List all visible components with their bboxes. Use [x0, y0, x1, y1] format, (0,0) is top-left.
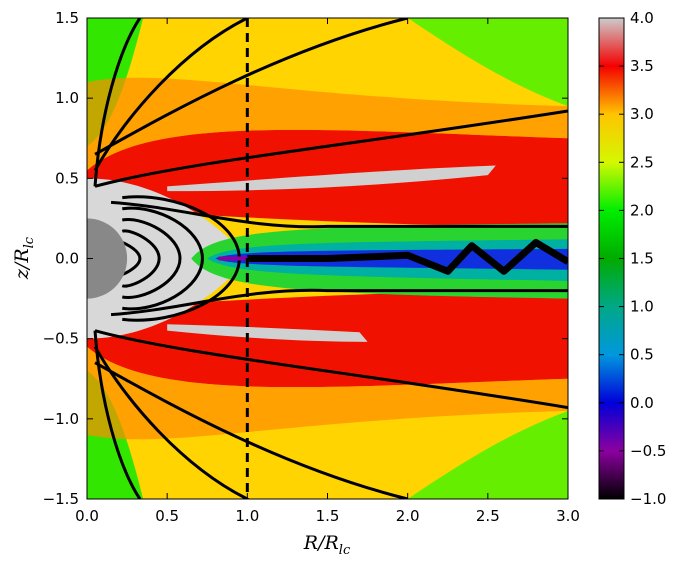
field-line-closed — [121, 229, 161, 288]
field-line-closed — [122, 206, 204, 311]
field-line-open — [93, 345, 249, 499]
field-line-closed — [121, 218, 182, 299]
x-tick-label: 2.0 — [396, 507, 420, 525]
heatmap-streak-grey-top — [167, 165, 496, 192]
colorbar-tick-label: 4.0 — [630, 9, 654, 27]
field-line-open — [93, 18, 142, 187]
colorbar-tick-label: 2.5 — [630, 153, 654, 171]
field-line-open — [94, 18, 409, 156]
field-lines — [93, 18, 568, 499]
colorbar: −1.0 −0.5 0.0 0.5 1.0 1.5 2.0 2.5 3.0 3.5 4.0 — [598, 9, 666, 508]
colorbar-tick-label: 0.5 — [630, 346, 654, 364]
colorbar-tick-label: −0.5 — [630, 442, 666, 460]
colorbar-tick-label: −1.0 — [630, 490, 666, 508]
heatmap-region-green-top-right — [407, 18, 568, 107]
heatmap-region-orange-top — [87, 77, 568, 171]
x-tick-label: 3.0 — [556, 507, 580, 525]
heatmap-fields — [87, 18, 568, 499]
y-tick-label: 0.0 — [55, 250, 79, 268]
current-sheet-line — [247, 239, 568, 275]
y-tick-label: −0.5 — [43, 330, 79, 348]
star-disk — [87, 218, 128, 299]
field-line-open — [93, 330, 142, 499]
field-line-separatrix — [110, 200, 568, 229]
x-tick-label: 1.5 — [316, 507, 340, 525]
y-tick-label: 0.5 — [55, 169, 79, 187]
field-line-open — [94, 361, 409, 499]
y-tick-label: −1.5 — [43, 490, 79, 508]
x-axis: 0.0 0.5 1.0 1.5 2.0 2.5 3.0 — [75, 18, 580, 525]
colorbar-tick-label: 1.5 — [630, 250, 654, 268]
heatmap-region-green-bottom-right — [407, 410, 568, 499]
x-tick-label: 0.0 — [75, 507, 99, 525]
x-tick-label: 0.5 — [155, 507, 179, 525]
colorbar-tick-label: 2.0 — [630, 201, 654, 219]
field-line-open — [94, 109, 568, 188]
colorbar-tick-label: 1.0 — [630, 298, 654, 316]
colorbar-ticks: −1.0 −0.5 0.0 0.5 1.0 1.5 2.0 2.5 3.0 3.5 4.0 — [599, 9, 666, 508]
heatmap-streak-grey-bottom — [167, 324, 368, 342]
colorbar-tick-label: 3.0 — [630, 105, 654, 123]
x-tick-label: 1.0 — [235, 507, 259, 525]
colorbar-tick-label: 0.0 — [630, 394, 654, 412]
y-axis-label: z/Rlc — [11, 236, 37, 280]
heatmap-plot — [87, 18, 568, 499]
field-line-separatrix — [110, 288, 568, 317]
x-axis-label: R/Rlc — [303, 532, 351, 558]
y-tick-label: 1.0 — [55, 89, 79, 107]
y-tick-label: −1.0 — [43, 410, 79, 428]
y-axis: −1.5 −1.0 −0.5 0.0 0.5 1.0 1.5 — [43, 9, 568, 508]
x-tick-label: 2.5 — [476, 507, 500, 525]
field-line-open — [93, 18, 249, 172]
colorbar-tick-label: 3.5 — [630, 57, 654, 75]
heatmap-region-orange-bottom — [87, 346, 568, 440]
y-tick-label: 1.5 — [55, 9, 79, 27]
current-sheet — [218, 239, 568, 275]
field-line-closed — [120, 240, 142, 277]
field-line-open — [94, 329, 568, 410]
